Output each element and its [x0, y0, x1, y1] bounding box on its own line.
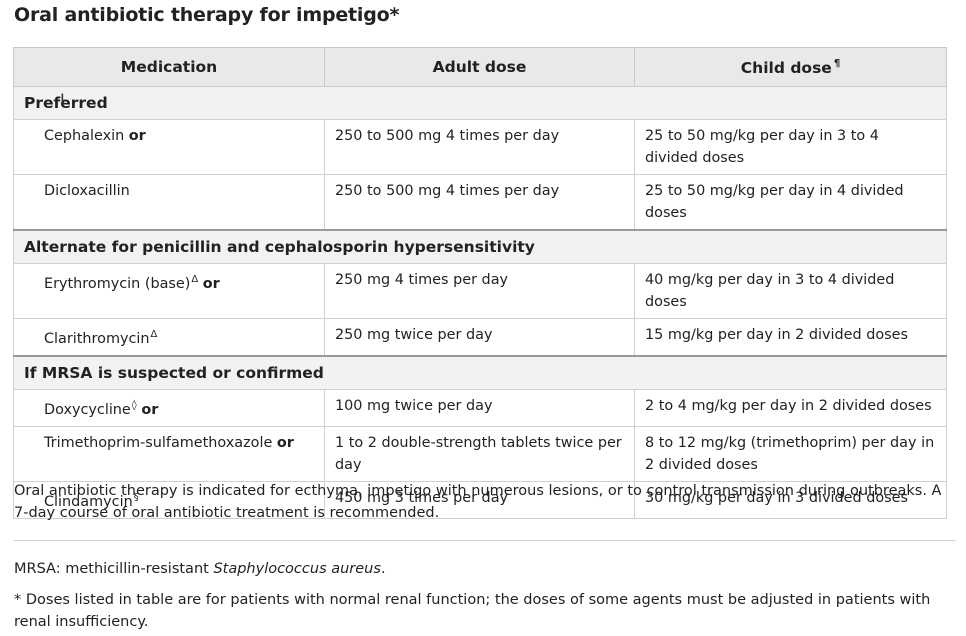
medication-name: Clarithromycin — [44, 331, 150, 347]
header-row: Medication Adult dose Child dose ¶ — [13, 47, 947, 87]
medication-cell: Clindamycin§ — [13, 481, 325, 519]
abbreviation-note: MRSA: methicillin-resistant Staphylococc… — [14, 558, 954, 580]
section-row: Alternate for penicillin and cephalospor… — [13, 229, 947, 264]
medication-cell: Trimethoprim-sulfamethoxazole or — [13, 426, 325, 482]
text-cursor-icon: I — [60, 90, 65, 109]
section-row: If MRSA is suspected or confirmed — [13, 355, 947, 390]
or-connector: or — [202, 276, 220, 292]
adult-dose-cell: 250 to 500 mg 4 times per day — [324, 174, 635, 231]
table-row: Dicloxacillin 250 to 500 mg 4 times per d… — [13, 174, 947, 231]
header-adult-label: Adult dose — [432, 58, 527, 76]
header-medication: Medication — [13, 47, 325, 87]
medication-name: Erythromycin (base) — [44, 276, 191, 292]
footnote-mark: Δ — [150, 329, 158, 340]
antibiotic-table: Medication Adult dose Child dose ¶ Prefer… — [13, 47, 947, 519]
medication-name: Trimethoprim-sulfamethoxazole — [44, 435, 273, 451]
abbr-text: MRSA: methicillin-resistant — [14, 561, 214, 577]
medication-name: Cephalexin — [44, 128, 125, 144]
header-child-dose: Child dose ¶ — [634, 47, 947, 87]
or-connector: or — [141, 402, 159, 418]
divider — [14, 540, 956, 541]
table-title: Oral antibiotic therapy for impetigo* — [14, 4, 400, 26]
table-row: Erythromycin (base)Δ or 250 mg 4 times pe… — [13, 263, 947, 319]
medication-name: Dicloxacillin — [44, 183, 130, 199]
table-row: ClarithromycinΔ 250 mg twice per day 15 mg… — [13, 318, 947, 357]
section-row: Preferred — [13, 86, 947, 120]
medication-name: Clindamycin — [44, 494, 133, 510]
medication-cell: ClarithromycinΔ — [13, 318, 325, 357]
section-heading: Alternate for penicillin and cephalospor… — [13, 229, 947, 264]
header-medication-label: Medication — [120, 58, 218, 76]
or-connector: or — [276, 435, 294, 451]
footnote-mark: § — [133, 492, 139, 503]
therapy-note: Oral antibiotic therapy is indicated for… — [14, 483, 942, 521]
table-row: Clindamycin§ 450 mg 3 times per day 30 mg/… — [13, 481, 947, 519]
table-body: Preferred Cephalexin or 250 to 500 mg 4 ti… — [13, 86, 947, 519]
child-dose-cell: 30 mg/kg per day in 3 divided doses — [634, 481, 947, 519]
header-adult-dose: Adult dose — [324, 47, 635, 87]
adult-dose-cell: 100 mg twice per day — [324, 389, 635, 427]
medication-cell: Erythromycin (base)Δ or — [13, 263, 325, 319]
footnote-mark: Δ — [191, 274, 199, 285]
child-dose-cell: 2 to 4 mg/kg per day in 2 divided doses — [634, 389, 947, 427]
header-child-label: Child dose — [740, 58, 832, 77]
table-row: Cephalexin or 250 to 500 mg 4 times per d… — [13, 119, 947, 175]
adult-dose-cell: 1 to 2 double-strength tablets twice per… — [324, 426, 635, 482]
adult-dose-cell: 250 to 500 mg 4 times per day — [324, 119, 635, 175]
child-dose-cell: 25 to 50 mg/kg per day in 3 to 4 divided… — [634, 119, 947, 175]
or-connector: or — [128, 128, 146, 144]
adult-dose-cell: 250 mg twice per day — [324, 318, 635, 357]
footnote: * Doses listed in table are for patients… — [14, 592, 931, 630]
footnote-mark: ¶ — [833, 57, 841, 69]
child-dose-cell: 15 mg/kg per day in 2 divided doses — [634, 318, 947, 357]
footnote-mark: ◊ — [131, 400, 137, 411]
child-dose-cell: 25 to 50 mg/kg per day in 4 divided dose… — [634, 174, 947, 231]
adult-dose-cell: 450 mg 3 times per day — [324, 481, 635, 519]
child-dose-cell: 8 to 12 mg/kg (trimethoprim) per day in … — [634, 426, 947, 482]
abbr-italic: Staphylococcus aureus — [213, 561, 381, 577]
table-row: Trimethoprim-sulfamethoxazole or 1 to 2 d… — [13, 426, 947, 482]
section-heading: If MRSA is suspected or confirmed — [13, 355, 947, 390]
medication-cell: Dicloxacillin — [13, 174, 325, 231]
medication-cell: Cephalexin or — [13, 119, 325, 175]
adult-dose-cell: 250 mg 4 times per day — [324, 263, 635, 319]
section-heading: Preferred — [13, 86, 947, 120]
table-row: Doxycycline◊ or 100 mg twice per day 2 to … — [13, 389, 947, 427]
abbr-suffix: . — [380, 561, 386, 577]
child-dose-cell: 40 mg/kg per day in 3 to 4 divided doses — [634, 263, 947, 319]
medication-cell: Doxycycline◊ or — [13, 389, 325, 427]
medication-name: Doxycycline — [44, 402, 131, 418]
